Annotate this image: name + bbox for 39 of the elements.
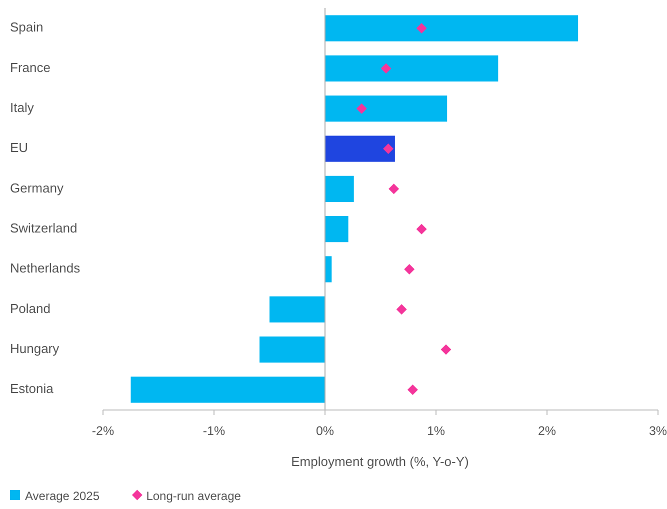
y-tick-label: Netherlands — [10, 260, 81, 276]
bar — [260, 336, 325, 363]
point — [383, 144, 394, 154]
x-tick-label: 0% — [316, 424, 334, 438]
y-tick-label: Poland — [10, 300, 50, 316]
y-tick-label: Spain — [10, 20, 44, 35]
x-axis-title: Employment growth (%, Y-o-Y) — [291, 454, 469, 469]
point — [407, 384, 418, 395]
legend-label: Long-run average — [146, 489, 242, 503]
point — [440, 344, 452, 355]
legend-label: Average 2025 — [25, 489, 100, 503]
point — [356, 103, 367, 114]
y-tick-label: France — [10, 60, 50, 75]
bar — [325, 216, 348, 242]
point — [396, 304, 407, 315]
point — [404, 264, 415, 274]
point — [416, 224, 427, 234]
y-tick-label: EU — [10, 140, 28, 156]
y-tick-label: Hungary — [10, 340, 60, 356]
bar — [270, 296, 325, 322]
bar — [325, 15, 578, 42]
point — [416, 23, 427, 34]
bar — [325, 55, 498, 82]
y-tick-label: Switzerland — [10, 220, 78, 236]
bar — [130, 376, 325, 403]
bar — [325, 136, 395, 162]
x-tick-label: 3% — [648, 424, 667, 438]
y-tick-label: Italy — [10, 100, 34, 116]
y-tick-label: Germany — [10, 180, 64, 196]
bar — [325, 176, 354, 202]
point — [380, 63, 392, 74]
x-tick-label: -2% — [92, 424, 114, 438]
x-tick-label: 2% — [538, 424, 556, 438]
bar — [325, 96, 448, 122]
y-tick-label: Estonia — [10, 381, 54, 396]
x-tick-label: -1% — [202, 424, 226, 438]
x-tick-label: 1% — [426, 424, 446, 438]
bar — [325, 256, 332, 282]
point — [388, 184, 400, 194]
